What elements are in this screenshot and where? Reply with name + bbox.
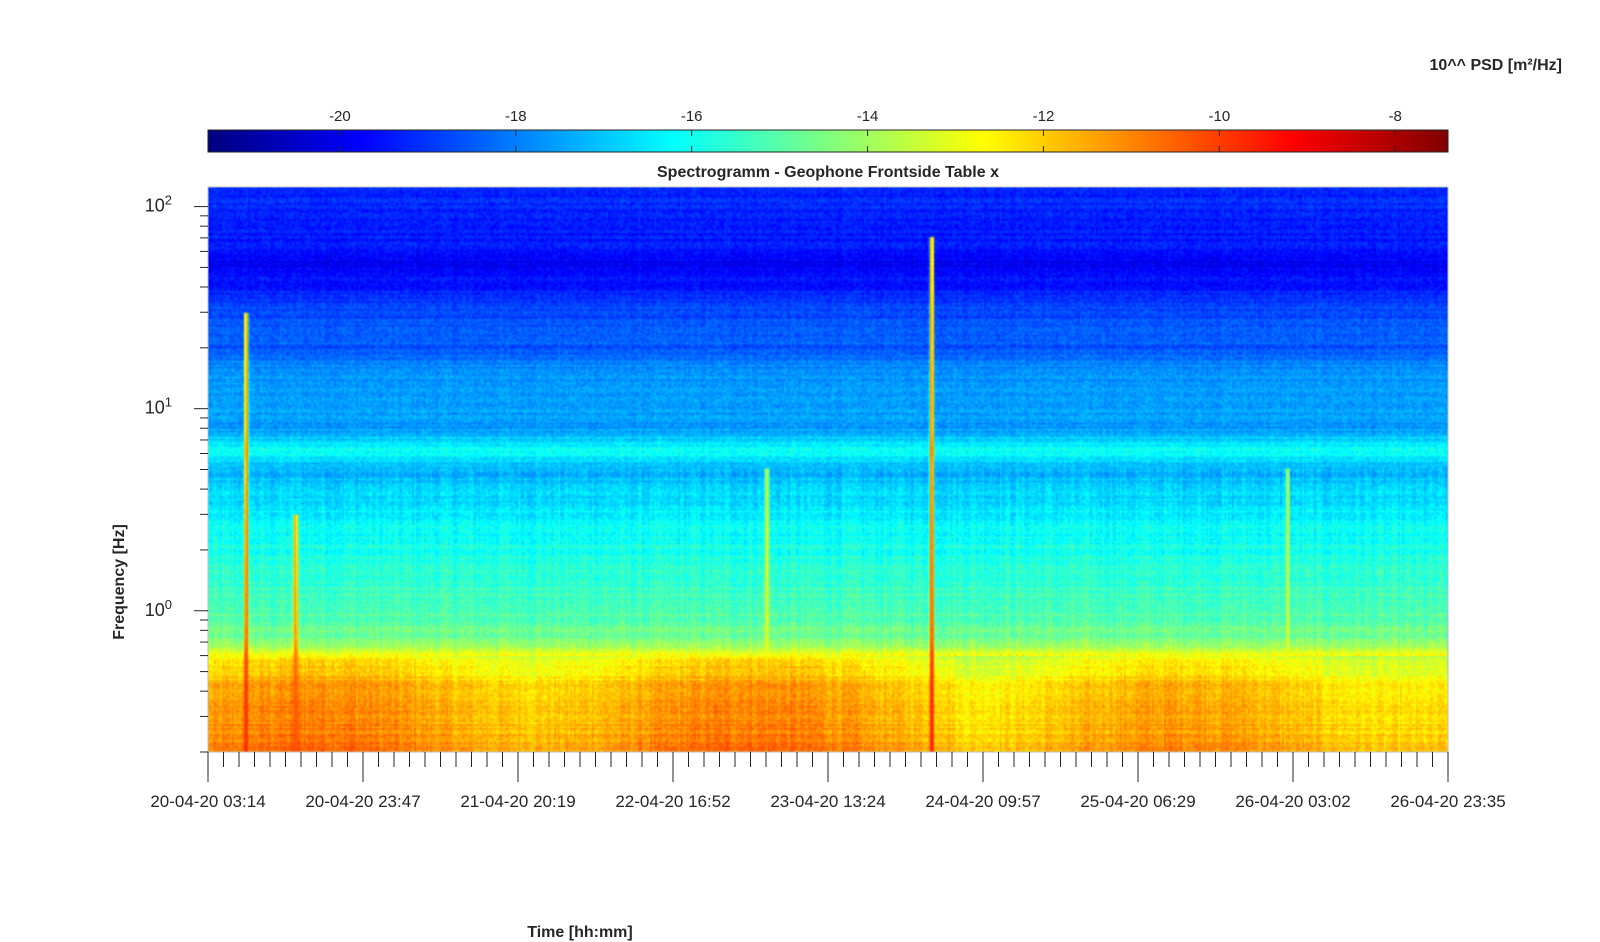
x-axis-label: Time [hh:mm] (527, 924, 632, 941)
colorbar-tick-label: -12 (1033, 108, 1055, 125)
colorbar-tick-label: -10 (1209, 108, 1231, 125)
colorbar-label: 10^^ PSD [m²/Hz] (1430, 57, 1562, 74)
x-axis: 20-04-20 03:14 20-04-20 23:47 21-04-20 20:… (150, 752, 1506, 811)
colorbar-tick-label: -18 (505, 108, 527, 125)
colorbar-tick-label: -14 (857, 108, 879, 125)
plot-area (207, 186, 1449, 753)
colorbar-tick-label: -20 (329, 108, 351, 125)
y-axis-label: Frequency [Hz] (111, 524, 128, 640)
colorbar-ticks: -20 -18 -16 -14 -12 -10 -8 (329, 108, 1402, 152)
colorbar-tick-label: -8 (1389, 108, 1402, 125)
y-tick-label: 102 (145, 193, 172, 216)
x-tick-label: 25-04-20 06:29 (1080, 792, 1195, 811)
x-tick-label: 21-04-20 20:19 (460, 792, 575, 811)
y-tick-label: 100 (145, 597, 172, 620)
colorbar-tick-label: -16 (681, 108, 703, 125)
x-tick-label: 26-04-20 23:35 (1390, 792, 1505, 811)
y-axis: 100 101 102 (145, 193, 208, 753)
chart-title: Spectrogramm - Geophone Frontside Table … (657, 164, 999, 181)
x-tick-label: 24-04-20 09:57 (925, 792, 1040, 811)
x-tick-label: 22-04-20 16:52 (615, 792, 730, 811)
colorbar (207, 129, 1449, 153)
x-tick-label: 23-04-20 13:24 (770, 792, 885, 811)
x-tick-label: 26-04-20 03:02 (1235, 792, 1350, 811)
x-tick-label: 20-04-20 03:14 (150, 792, 265, 811)
y-tick-label: 101 (145, 395, 172, 418)
x-tick-label: 20-04-20 23:47 (305, 792, 420, 811)
spectrogram-heatmap (208, 187, 1448, 752)
